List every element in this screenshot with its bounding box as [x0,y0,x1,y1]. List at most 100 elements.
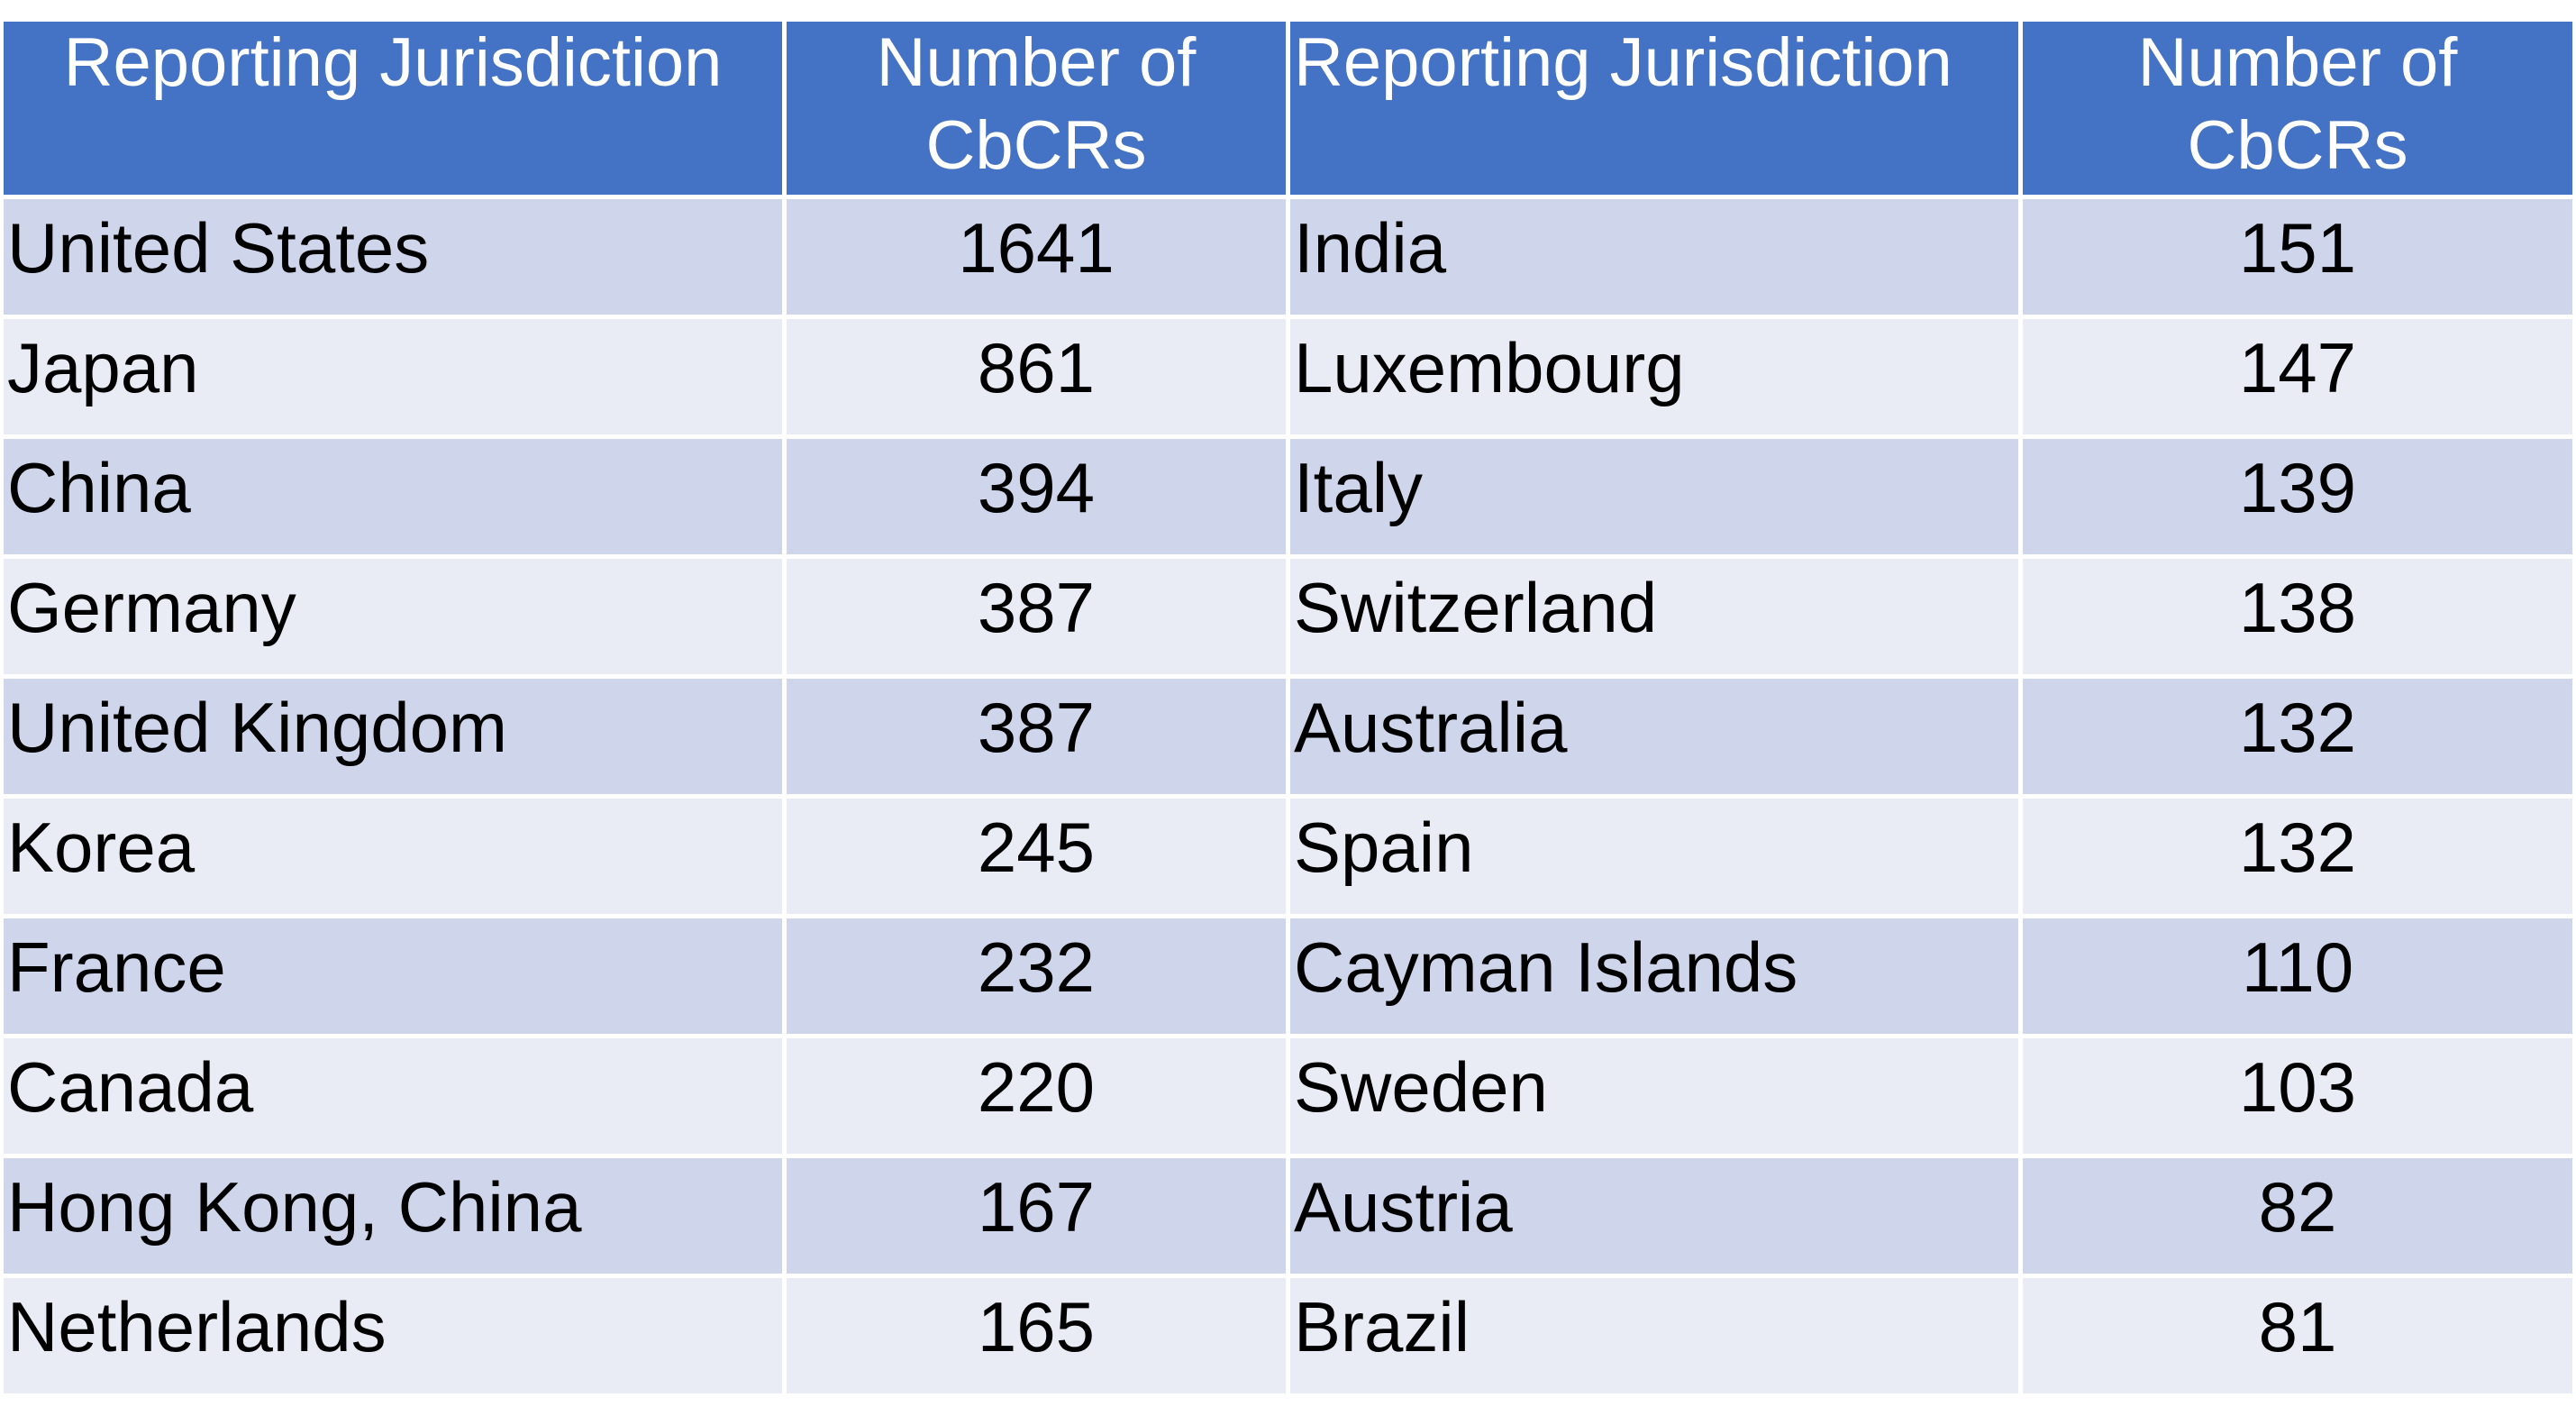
jurisdiction-cell: Netherlands [4,1278,782,1393]
table-header: Reporting Jurisdiction Number of CbCRs R… [4,22,2572,195]
cbcr-count-cell: 132 [2023,799,2572,914]
cbcr-count: 82 [2258,1167,2337,1247]
jurisdiction-cell: Hong Kong, China [4,1158,782,1274]
jurisdiction-name: India [1294,208,1447,288]
jurisdiction-cell: Australia [1290,679,2018,794]
cbcr-count-cell: 132 [2023,679,2572,794]
header-line-2: CbCRs [2187,107,2408,184]
cbcr-count-cell: 1641 [787,199,1286,315]
table-row: Hong Kong, China 167 Austria 82 [4,1158,2572,1274]
jurisdiction-name: Hong Kong, China [7,1167,582,1247]
cbcr-count: 394 [977,448,1096,527]
cbcr-table: Reporting Jurisdiction Number of CbCRs R… [0,17,2576,1398]
jurisdiction-name: China [7,448,191,527]
cbcr-count-cell: 387 [787,559,1286,674]
table-row: China 394 Italy 139 [4,439,2572,554]
cbcr-count-cell: 245 [787,799,1286,914]
cbcr-count: 387 [977,568,1096,647]
jurisdiction-name: Italy [1294,448,1424,527]
cbcr-table-container: Reporting Jurisdiction Number of CbCRs R… [4,22,2572,1393]
table-row: France 232 Cayman Islands 110 [4,918,2572,1034]
cbcr-count: 861 [977,328,1096,407]
jurisdiction-cell: Italy [1290,439,2018,554]
cbcr-count-cell: 139 [2023,439,2572,554]
table-row: Netherlands 165 Brazil 81 [4,1278,2572,1393]
jurisdiction-name: Canada [7,1047,254,1127]
cbcr-count: 147 [2238,328,2357,407]
cbcr-count: 81 [2258,1287,2337,1366]
jurisdiction-name: Spain [1294,808,1474,887]
header-label: Reporting Jurisdiction [1294,24,1952,101]
jurisdiction-cell: Germany [4,559,782,674]
jurisdiction-name: Switzerland [1294,568,1658,647]
jurisdiction-cell: Canada [4,1038,782,1154]
jurisdiction-name: France [7,927,226,1007]
cbcr-count-cell: 81 [2023,1278,2572,1393]
jurisdiction-name: United Kingdom [7,688,507,767]
jurisdiction-cell: France [4,918,782,1034]
cbcr-count-cell: 220 [787,1038,1286,1154]
cbcr-count-cell: 103 [2023,1038,2572,1154]
jurisdiction-cell: Cayman Islands [1290,918,2018,1034]
cbcr-count: 165 [977,1287,1096,1366]
jurisdiction-cell: Japan [4,319,782,434]
jurisdiction-cell: China [4,439,782,554]
cbcr-count-cell: 147 [2023,319,2572,434]
jurisdiction-cell: United States [4,199,782,315]
cbcr-count: 103 [2238,1047,2357,1127]
cbcr-count: 167 [977,1167,1096,1247]
cbcr-count: 245 [977,808,1096,887]
cbcr-count: 387 [977,688,1096,767]
header-line-1: Number of [2137,24,2458,101]
jurisdiction-name: United States [7,208,430,288]
header-number-of-cbcrs-right: Number of CbCRs [2023,22,2572,195]
jurisdiction-cell: United Kingdom [4,679,782,794]
table-row: Germany 387 Switzerland 138 [4,559,2572,674]
cbcr-count-cell: 138 [2023,559,2572,674]
table-row: Canada 220 Sweden 103 [4,1038,2572,1154]
cbcr-count-cell: 167 [787,1158,1286,1274]
cbcr-count: 220 [977,1047,1096,1127]
table-row: Korea 245 Spain 132 [4,799,2572,914]
header-label: Number of CbCRs [787,22,1286,187]
cbcr-count: 132 [2238,688,2357,767]
cbcr-count-cell: 82 [2023,1158,2572,1274]
table-row: Japan 861 Luxembourg 147 [4,319,2572,434]
cbcr-count-cell: 110 [2023,918,2572,1034]
cbcr-count-cell: 861 [787,319,1286,434]
cbcr-count-cell: 151 [2023,199,2572,315]
jurisdiction-name: Sweden [1294,1047,1548,1127]
jurisdiction-cell: Austria [1290,1158,2018,1274]
cbcr-count: 110 [2241,927,2354,1007]
jurisdiction-cell: Sweden [1290,1038,2018,1154]
jurisdiction-cell: Spain [1290,799,2018,914]
jurisdiction-cell: Brazil [1290,1278,2018,1393]
cbcr-count: 132 [2238,808,2357,887]
header-reporting-jurisdiction-right: Reporting Jurisdiction [1290,22,2018,195]
cbcr-count: 1641 [958,208,1115,288]
jurisdiction-name: Cayman Islands [1294,927,1798,1007]
jurisdiction-cell: India [1290,199,2018,315]
cbcr-count-cell: 394 [787,439,1286,554]
jurisdiction-name: Korea [7,808,196,887]
header-line-2: CbCRs [925,107,1147,184]
header-label: Number of CbCRs [2023,22,2572,187]
jurisdiction-cell: Luxembourg [1290,319,2018,434]
cbcr-count: 151 [2238,208,2357,288]
header-number-of-cbcrs-left: Number of CbCRs [787,22,1286,195]
jurisdiction-cell: Korea [4,799,782,914]
jurisdiction-name: Netherlands [7,1287,387,1366]
jurisdiction-name: Australia [1294,688,1568,767]
cbcr-count: 138 [2238,568,2357,647]
table-row: United States 1641 India 151 [4,199,2572,315]
header-row: Reporting Jurisdiction Number of CbCRs R… [4,22,2572,195]
jurisdiction-name: Germany [7,568,296,647]
jurisdiction-cell: Switzerland [1290,559,2018,674]
header-label: Reporting Jurisdiction [63,24,723,101]
jurisdiction-name: Luxembourg [1294,328,1685,407]
cbcr-count-cell: 165 [787,1278,1286,1393]
cbcr-count: 232 [977,927,1096,1007]
cbcr-count-cell: 232 [787,918,1286,1034]
table-row: United Kingdom 387 Australia 132 [4,679,2572,794]
jurisdiction-name: Japan [7,328,199,407]
